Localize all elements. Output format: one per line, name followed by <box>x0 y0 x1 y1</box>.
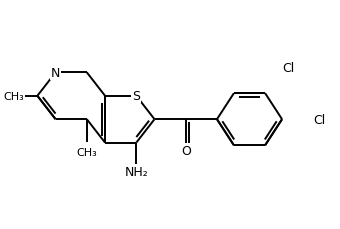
Text: N: N <box>51 67 60 79</box>
Text: S: S <box>132 90 140 103</box>
Text: Cl: Cl <box>282 61 294 74</box>
Text: NH₂: NH₂ <box>124 165 148 178</box>
Text: CH₃: CH₃ <box>4 91 24 101</box>
Text: CH₃: CH₃ <box>76 147 97 157</box>
Text: Cl: Cl <box>313 113 325 126</box>
Text: O: O <box>181 144 191 157</box>
